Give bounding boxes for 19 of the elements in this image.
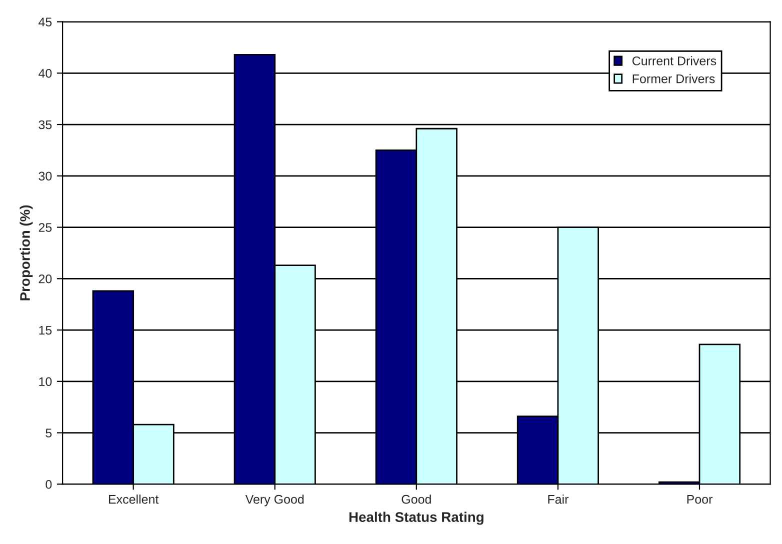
y-tick-label: 15 [39, 326, 52, 335]
x-axis-title: Health Status Rating [349, 512, 484, 525]
y-tick-label: 45 [38, 18, 52, 26]
x-tick-label: Very Good [245, 494, 304, 506]
y-tick-label: 40 [38, 68, 52, 78]
y-tick-label: 25 [38, 223, 52, 232]
y-tick-label: 10 [39, 377, 52, 386]
x-tick-label: Excellent [108, 494, 159, 504]
y-tick-label: 5 [46, 428, 52, 438]
x-tick-label: Good [402, 494, 431, 504]
y-tick-label: 35 [38, 120, 52, 130]
y-axis-title: Proportion (%) [20, 205, 33, 300]
legend-label: Current Drivers [632, 56, 716, 66]
x-tick-label: Fair [548, 494, 569, 504]
x-tick-label: Poor [687, 495, 712, 504]
legend-label: Former Drivers [632, 74, 715, 84]
y-tick-label: 0 [46, 480, 52, 489]
y-tick-label: 30 [38, 172, 52, 181]
y-tick-label: 20 [38, 274, 52, 284]
